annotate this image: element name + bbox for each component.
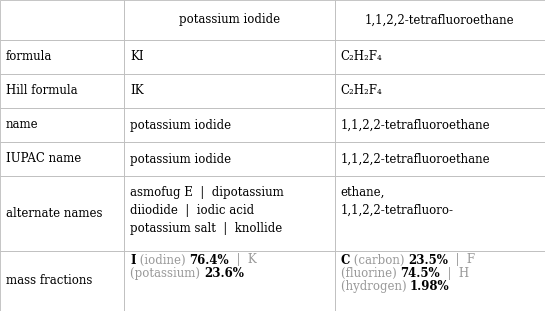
Text: 1.98%: 1.98%	[410, 280, 450, 293]
Text: Hill formula: Hill formula	[6, 85, 77, 98]
Bar	[124, 176, 335, 251]
Bar	[0, 74, 124, 108]
Text: asmofug E  |  dipotassium
diiodide  |  iodic acid
potassium salt  |  knollide: asmofug E | dipotassium diiodide | iodic…	[130, 186, 284, 235]
Text: name: name	[6, 118, 39, 132]
Text: (fluorine): (fluorine)	[341, 267, 400, 280]
Text: 1,1,2,2-tetrafluoroethane: 1,1,2,2-tetrafluoroethane	[365, 13, 514, 26]
Bar	[0, 251, 124, 311]
Text: formula: formula	[6, 50, 52, 63]
Bar	[124, 142, 335, 176]
Bar	[124, 0, 335, 40]
Bar	[335, 176, 545, 251]
Text: C₂H₂F₄: C₂H₂F₄	[341, 85, 383, 98]
Text: IUPAC name: IUPAC name	[6, 152, 81, 165]
Text: 76.4%: 76.4%	[189, 253, 229, 267]
Bar	[0, 0, 124, 40]
Bar	[124, 74, 335, 108]
Text: ethane,
1,1,2,2-tetrafluoro-: ethane, 1,1,2,2-tetrafluoro-	[341, 186, 453, 217]
Bar	[0, 40, 124, 74]
Text: potassium iodide: potassium iodide	[130, 152, 232, 165]
Text: 23.5%: 23.5%	[408, 253, 448, 267]
Text: IK: IK	[130, 85, 144, 98]
Bar	[124, 108, 335, 142]
Text: mass fractions: mass fractions	[6, 275, 92, 287]
Text: |  H: | H	[440, 267, 469, 280]
Bar	[0, 108, 124, 142]
Text: |  F: | F	[448, 253, 475, 267]
Bar	[0, 176, 124, 251]
Text: 1,1,2,2-tetrafluoroethane: 1,1,2,2-tetrafluoroethane	[341, 118, 490, 132]
Text: (potassium): (potassium)	[130, 267, 204, 280]
Bar	[335, 74, 545, 108]
Text: potassium iodide: potassium iodide	[130, 118, 232, 132]
Bar	[124, 251, 335, 311]
Text: (iodine): (iodine)	[136, 253, 189, 267]
Text: KI: KI	[130, 50, 144, 63]
Bar	[0, 142, 124, 176]
Bar	[335, 40, 545, 74]
Text: C₂H₂F₄: C₂H₂F₄	[341, 50, 383, 63]
Text: alternate names: alternate names	[6, 207, 102, 220]
Bar	[335, 108, 545, 142]
Bar	[335, 0, 545, 40]
Text: 23.6%: 23.6%	[204, 267, 244, 280]
Text: potassium iodide: potassium iodide	[179, 13, 280, 26]
Bar	[335, 142, 545, 176]
Text: (carbon): (carbon)	[350, 253, 408, 267]
Text: (hydrogen): (hydrogen)	[341, 280, 410, 293]
Text: 1,1,2,2-tetrafluoroethane: 1,1,2,2-tetrafluoroethane	[341, 152, 490, 165]
Text: I: I	[130, 253, 136, 267]
Bar	[124, 40, 335, 74]
Text: 74.5%: 74.5%	[400, 267, 440, 280]
Text: C: C	[341, 253, 350, 267]
Bar	[335, 251, 545, 311]
Text: |  K: | K	[229, 253, 257, 267]
